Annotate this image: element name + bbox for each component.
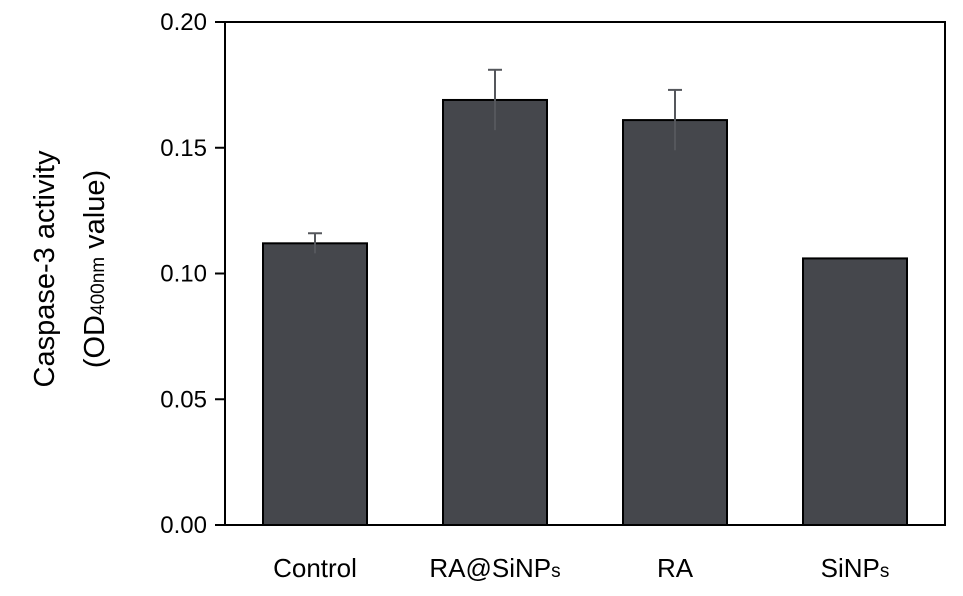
y-axis-label-prefix: (OD: [79, 315, 111, 368]
y-tick-label-0: 0.00: [160, 512, 207, 539]
x-tick-label-0: Control: [273, 553, 357, 583]
bar-1: [442, 98, 548, 526]
x-tick-label-2: RA: [657, 553, 694, 583]
y-axis-label-line2: (OD400nm value): [79, 170, 111, 368]
x-tick-label-3: SiNPs: [821, 553, 890, 583]
y-tick-label-2: 0.10: [160, 261, 207, 288]
y-tick-label-4: 0.20: [160, 9, 207, 36]
y-axis-label-suffix: value): [79, 170, 111, 257]
y-tick-label-1: 0.05: [160, 386, 207, 413]
y-tick-label-3: 0.15: [160, 135, 207, 162]
bar-3: [802, 257, 908, 526]
bar-0: [262, 242, 368, 526]
y-axis-label-subscript: 400nm: [88, 257, 109, 315]
bar-2: [622, 119, 728, 527]
plot-area: 0.00 0.05 0.10 0.15 0.20 Control RA@SiNPs RA SiN…: [160, 9, 946, 583]
x-tick-label-1: RA@SiNPs: [429, 553, 560, 583]
y-axis-label-line1: Caspase-3 activity: [29, 150, 61, 387]
